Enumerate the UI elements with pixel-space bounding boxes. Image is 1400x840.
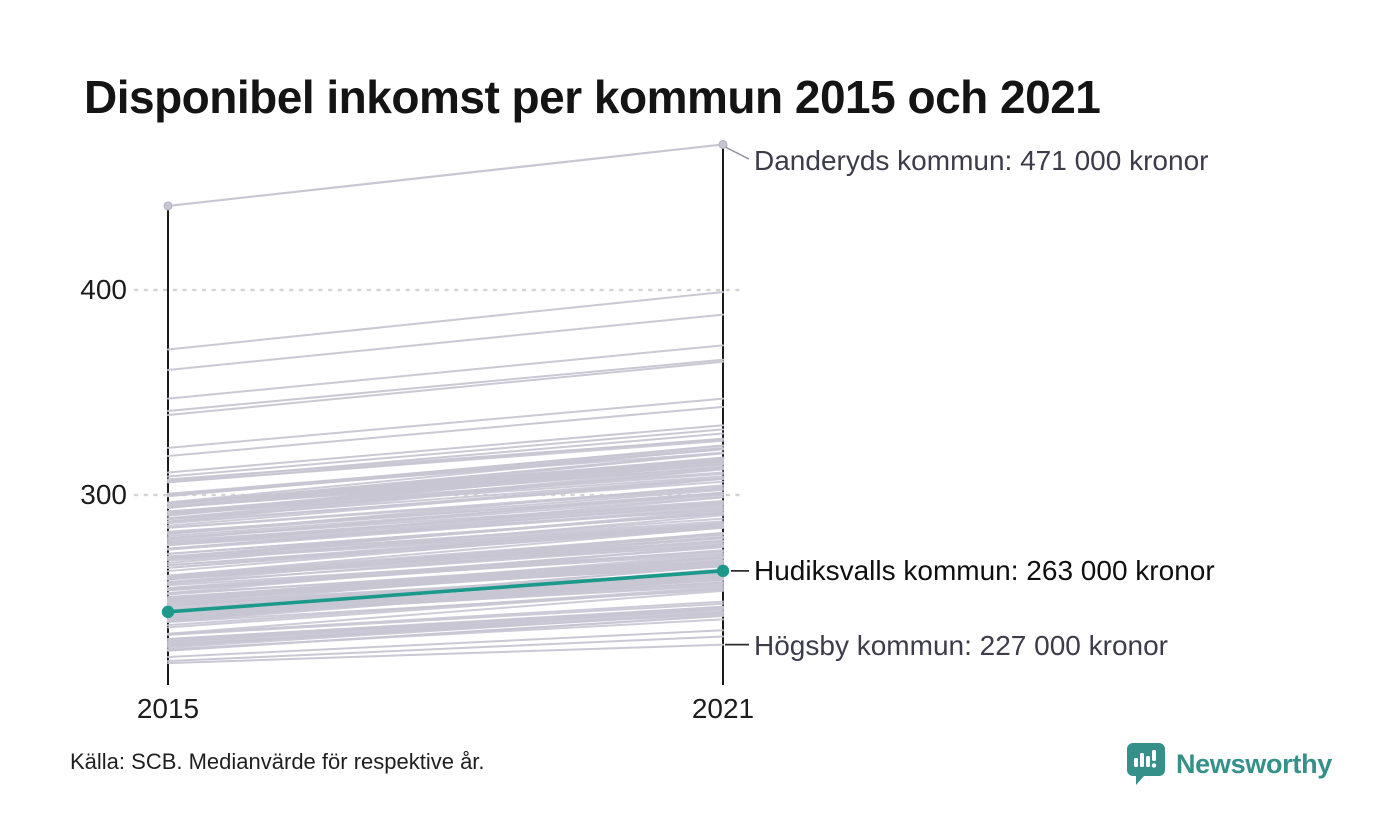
municipality-line bbox=[167, 522, 724, 569]
municipality-line bbox=[167, 560, 724, 603]
danderyd-endpoint-dot bbox=[718, 139, 728, 149]
municipality-line bbox=[167, 358, 724, 412]
municipality-line bbox=[167, 525, 724, 562]
municipality-line bbox=[167, 476, 724, 521]
municipality-line bbox=[167, 532, 724, 584]
municipality-line bbox=[167, 588, 724, 624]
municipality-line bbox=[167, 501, 724, 543]
danderyd-line bbox=[166, 143, 725, 208]
municipality-line bbox=[167, 494, 724, 538]
municipality-line bbox=[167, 405, 724, 458]
municipality-line bbox=[167, 502, 724, 545]
municipality-line bbox=[167, 447, 724, 504]
municipality-line bbox=[167, 344, 724, 400]
municipality-line bbox=[167, 487, 724, 529]
municipality-line bbox=[167, 589, 724, 635]
annotation-hogsby: Högsby kommun: 227 000 kronor bbox=[754, 630, 1168, 661]
municipality-line bbox=[167, 437, 724, 484]
municipality-line bbox=[167, 462, 724, 517]
annotation-danderyd: Danderyds kommun: 471 000 kronor bbox=[754, 145, 1209, 176]
municipality-line bbox=[167, 512, 724, 555]
municipality-line bbox=[167, 544, 724, 594]
municipality-line bbox=[167, 500, 724, 540]
leader-danderyd bbox=[725, 146, 750, 160]
page-title: Disponibel inkomst per kommun 2015 och 2… bbox=[84, 71, 1101, 123]
municipality-line bbox=[167, 575, 724, 619]
municipality-line bbox=[167, 607, 724, 647]
brand-lockup: Newsworthy bbox=[1126, 742, 1332, 786]
municipality-line bbox=[167, 468, 724, 521]
municipality-line bbox=[167, 521, 724, 560]
municipality-line bbox=[167, 629, 724, 658]
municipality-line bbox=[167, 524, 724, 573]
municipality-line bbox=[167, 618, 724, 651]
municipality-line bbox=[167, 600, 724, 636]
municipality-line bbox=[167, 550, 724, 587]
municipality-line bbox=[167, 477, 724, 525]
hudiksvall-endpoint-dot bbox=[161, 605, 175, 619]
municipality-line bbox=[167, 484, 724, 536]
municipality-line bbox=[167, 397, 724, 449]
hudiksvall-endpoint-dot bbox=[716, 564, 730, 578]
hudiksvall-highlight-line bbox=[166, 569, 725, 614]
municipality-line bbox=[167, 291, 724, 351]
y-axis-tick-400: 400 bbox=[80, 274, 127, 305]
municipality-line bbox=[167, 560, 724, 595]
municipality-line bbox=[167, 635, 724, 663]
municipality-line bbox=[167, 451, 724, 495]
brand-name: Newsworthy bbox=[1175, 748, 1332, 779]
municipality-line bbox=[167, 313, 724, 371]
municipality-line bbox=[167, 424, 724, 474]
municipality-line bbox=[167, 360, 724, 417]
annotation-hudiksvall: Hudiksvalls kommun: 263 000 kronor bbox=[754, 555, 1215, 586]
x-axis-label-2015: 2015 bbox=[136, 693, 200, 724]
municipality-line bbox=[167, 509, 724, 560]
municipality-line bbox=[167, 540, 724, 585]
x-axis-label-2021: 2021 bbox=[691, 693, 755, 724]
municipality-line bbox=[167, 432, 724, 482]
municipality-line bbox=[167, 428, 724, 478]
hogsby-line bbox=[167, 643, 724, 665]
newsworthy-logo-icon bbox=[1126, 743, 1165, 785]
y-axis-tick-300: 300 bbox=[80, 479, 127, 510]
municipality-line bbox=[167, 509, 724, 547]
municipality-line bbox=[167, 457, 724, 504]
municipality-line bbox=[167, 602, 724, 636]
danderyd-endpoint-dot bbox=[163, 201, 173, 211]
source-note: Källa: SCB. Medianvärde för respektive å… bbox=[70, 749, 485, 774]
